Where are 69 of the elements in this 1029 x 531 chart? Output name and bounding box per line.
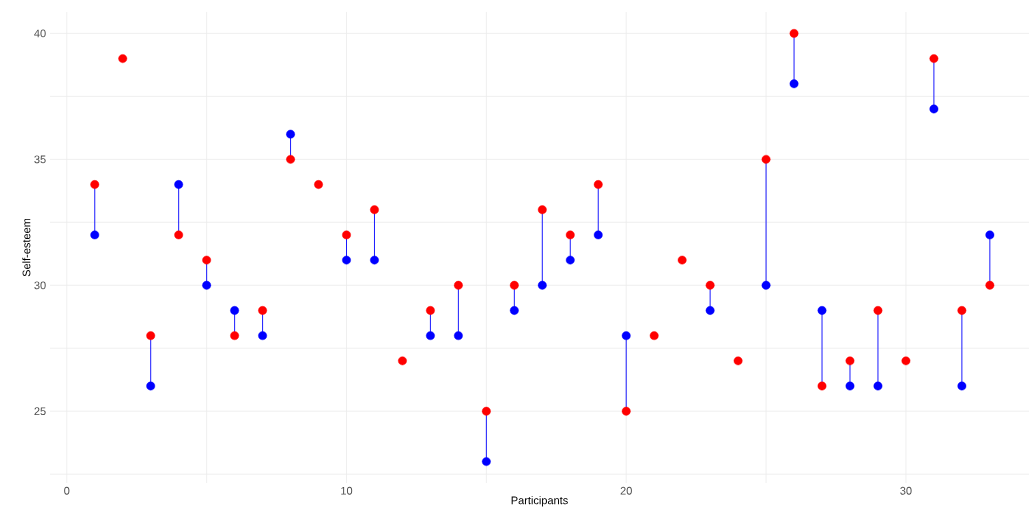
- point: [845, 381, 855, 391]
- point: [789, 29, 799, 38]
- point: [789, 79, 799, 89]
- point: [593, 230, 603, 240]
- x-tick-label: 0: [64, 486, 70, 495]
- point: [90, 230, 100, 240]
- point: [286, 129, 295, 139]
- point: [985, 230, 995, 240]
- point: [202, 280, 212, 290]
- point: [649, 331, 659, 341]
- x-tick-label: 30: [900, 486, 912, 495]
- point: [230, 331, 240, 341]
- point: [565, 255, 575, 265]
- point: [509, 306, 519, 315]
- point: [565, 230, 575, 240]
- point: [929, 54, 939, 63]
- point: [258, 331, 267, 341]
- point: [202, 255, 212, 265]
- point: [509, 280, 519, 290]
- x-axis-title: Participants: [511, 496, 568, 507]
- point: [929, 104, 939, 114]
- point: [621, 406, 631, 416]
- point: [174, 230, 184, 240]
- point: [370, 255, 379, 265]
- point: [314, 180, 323, 189]
- point: [453, 331, 463, 341]
- point: [761, 280, 771, 290]
- point: [593, 180, 603, 189]
- point: [118, 54, 128, 63]
- point: [957, 306, 967, 315]
- point: [537, 280, 547, 290]
- y-tick-label: 25: [34, 407, 46, 416]
- point: [174, 180, 184, 189]
- point: [481, 457, 491, 466]
- point: [537, 205, 547, 215]
- x-tick-label: 20: [620, 486, 632, 495]
- point: [705, 306, 715, 315]
- point: [873, 306, 883, 315]
- y-axis-title: Self-esteem: [22, 218, 31, 277]
- point: [817, 306, 827, 315]
- point: [426, 306, 435, 315]
- point: [705, 280, 715, 290]
- point: [342, 230, 351, 240]
- point: [426, 331, 435, 341]
- point: [230, 306, 240, 315]
- point: [985, 280, 995, 290]
- point: [901, 356, 911, 366]
- x-tick-label: 10: [341, 486, 353, 495]
- point: [342, 255, 351, 265]
- point: [481, 406, 491, 416]
- y-tick-label: 30: [34, 281, 46, 290]
- point: [817, 381, 827, 391]
- point: [845, 356, 855, 366]
- point: [286, 154, 295, 164]
- point: [733, 356, 743, 366]
- point: [621, 331, 631, 341]
- y-tick-label: 35: [34, 155, 46, 164]
- point: [258, 306, 267, 315]
- point: [453, 280, 463, 290]
- point: [146, 331, 156, 341]
- point: [957, 381, 967, 391]
- point: [146, 381, 156, 391]
- point: [873, 381, 883, 391]
- point: [370, 205, 379, 215]
- point: [677, 255, 687, 265]
- point: [761, 154, 771, 164]
- y-tick-label: 40: [34, 29, 46, 38]
- point: [398, 356, 407, 366]
- point: [90, 180, 100, 189]
